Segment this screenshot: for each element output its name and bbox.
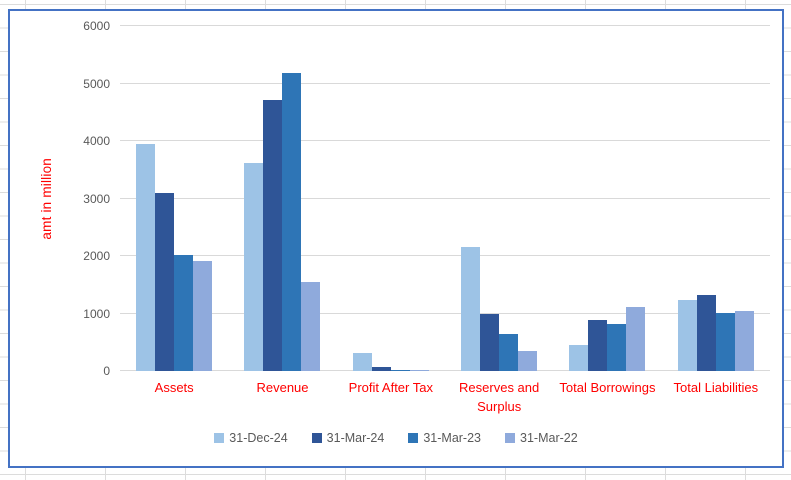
bar-31-Mar-22-total-borrowings[interactable] [626, 307, 646, 371]
y-tick-label-5000: 5000 [83, 76, 110, 91]
bar-31-Mar-23-revenue[interactable] [282, 73, 302, 371]
legend-marker-icon [311, 433, 322, 443]
bar-31-Mar-24-profit-after-tax[interactable] [371, 366, 391, 371]
chart-object[interactable]: amt in million 0 1000 2000 3000 4000 5000 6000… [8, 9, 784, 468]
gridline-2000 [120, 255, 770, 256]
bar-31-Mar-22-reserves-and-surplus[interactable] [518, 350, 538, 371]
bar-31-Mar-23-profit-after-tax[interactable] [390, 369, 410, 371]
bar-31-Mar-22-total-liabilities[interactable] [734, 311, 754, 371]
bar-31-Dec-24-total-liabilities[interactable] [677, 300, 697, 371]
bar-31-Mar-22-assets[interactable] [193, 260, 213, 371]
bar-31-Dec-24-total-borrowings[interactable] [569, 344, 589, 371]
legend-label: 31-Mar-24 [326, 431, 385, 445]
bar-31-Dec-24-assets[interactable] [136, 143, 156, 371]
category-label-2[interactable]: Profit After Tax [348, 380, 433, 395]
category-label-4[interactable]: Total Borrowings [559, 380, 656, 395]
bar-group-2 [337, 26, 445, 371]
y-axis-ticks[interactable]: 0 1000 2000 3000 4000 5000 6000 [50, 19, 110, 378]
bar-groups [120, 26, 770, 371]
bar-31-Dec-24-revenue[interactable] [244, 162, 264, 371]
gridline-4000 [120, 140, 770, 141]
y-tick-label-6000: 6000 [83, 19, 110, 33]
legend-label: 31-Mar-23 [423, 431, 482, 445]
y-tick-label-3000: 3000 [83, 191, 110, 206]
gridline-1000 [120, 312, 770, 314]
plot-area [120, 25, 770, 371]
gridline-0 [120, 370, 770, 371]
category-label-1[interactable]: Revenue [256, 380, 309, 395]
legend-item-31-Mar-23[interactable]: 31-Mar-23 [408, 431, 481, 445]
y-tick-label-4000: 4000 [83, 134, 110, 148]
legend-marker-icon [408, 433, 419, 443]
legend-marker-icon [505, 433, 516, 443]
bar-31-Dec-24-reserves-and-surplus[interactable] [461, 247, 481, 371]
category-label-3[interactable]: Reserves and Surplus [459, 380, 540, 414]
bar-31-Mar-23-assets[interactable] [174, 255, 194, 371]
category-label-0[interactable]: Assets [154, 380, 194, 395]
legend-label: 31-Mar-22 [520, 431, 578, 445]
legend[interactable]: 31-Dec-24 31-Mar-24 31-Mar-23 31-Mar-22 [10, 431, 782, 445]
category-axis-labels[interactable]: Assets Revenue Profit After Tax Reserves an… [120, 379, 770, 417]
y-tick-label-0: 0 [103, 364, 110, 378]
gridline-5000 [120, 82, 770, 84]
bar-31-Mar-23-total-liabilities[interactable] [715, 312, 735, 371]
bar-group-4 [553, 26, 661, 371]
gridline-3000 [120, 197, 770, 199]
bar-group-5 [662, 26, 770, 371]
bar-31-Dec-24-profit-after-tax[interactable] [352, 353, 372, 371]
bar-31-Mar-22-profit-after-tax[interactable] [409, 370, 429, 371]
legend-label: 31-Dec-24 [229, 431, 288, 445]
bar-31-Mar-24-total-liabilities[interactable] [696, 294, 716, 371]
bar-31-Mar-24-reserves-and-surplus[interactable] [480, 314, 500, 371]
bar-31-Mar-24-assets[interactable] [155, 192, 175, 371]
bar-group-1 [228, 26, 336, 371]
legend-item-31-Mar-22[interactable]: 31-Mar-22 [505, 431, 578, 445]
bar-31-Mar-24-total-borrowings[interactable] [588, 319, 608, 371]
y-tick-label-2000: 2000 [83, 249, 110, 263]
bar-group-0 [120, 26, 228, 371]
legend-item-31-Mar-24[interactable]: 31-Mar-24 [311, 431, 385, 445]
bar-31-Mar-22-revenue[interactable] [301, 282, 321, 371]
bar-31-Mar-23-total-borrowings[interactable] [607, 323, 627, 371]
gridline-6000 [120, 25, 770, 26]
bar-31-Mar-23-reserves-and-surplus[interactable] [499, 334, 519, 371]
category-label-5[interactable]: Total Liabilities [673, 380, 759, 395]
y-tick-label-1000: 1000 [83, 306, 110, 321]
bar-group-3 [445, 26, 553, 371]
legend-item-31-Dec-24[interactable]: 31-Dec-24 [214, 431, 288, 445]
legend-marker-icon [214, 433, 225, 443]
bar-31-Mar-24-revenue[interactable] [263, 99, 283, 371]
